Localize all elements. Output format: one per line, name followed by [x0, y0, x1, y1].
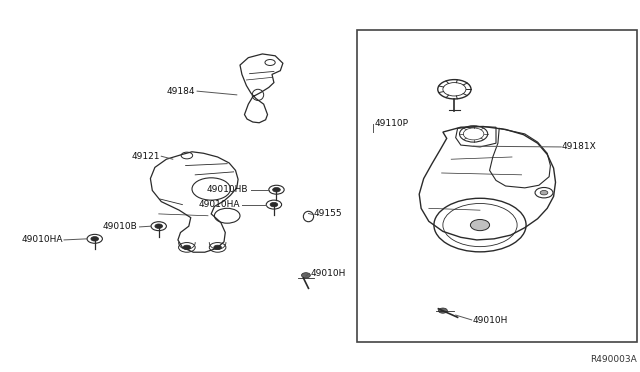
Circle shape: [183, 245, 191, 250]
Text: 49155: 49155: [314, 209, 342, 218]
Circle shape: [214, 245, 221, 250]
Text: 49010H: 49010H: [472, 316, 508, 325]
Circle shape: [91, 237, 99, 241]
Bar: [357, 30, 637, 342]
Circle shape: [470, 219, 490, 231]
Text: 49110P: 49110P: [374, 119, 408, 128]
Text: 49184: 49184: [166, 87, 195, 96]
Text: 49010HB: 49010HB: [207, 185, 248, 194]
Text: R490003A: R490003A: [590, 355, 637, 364]
Circle shape: [273, 187, 280, 192]
Circle shape: [270, 202, 278, 207]
Text: 49010HA: 49010HA: [21, 235, 63, 244]
Text: 49010H: 49010H: [310, 269, 346, 278]
Text: 49010HA: 49010HA: [198, 200, 240, 209]
Circle shape: [155, 224, 163, 228]
Text: 49010B: 49010B: [103, 222, 138, 231]
Text: 49121: 49121: [131, 152, 160, 161]
Circle shape: [438, 308, 447, 313]
Circle shape: [540, 190, 548, 195]
Text: 49181X: 49181X: [562, 142, 596, 151]
Circle shape: [301, 273, 310, 278]
